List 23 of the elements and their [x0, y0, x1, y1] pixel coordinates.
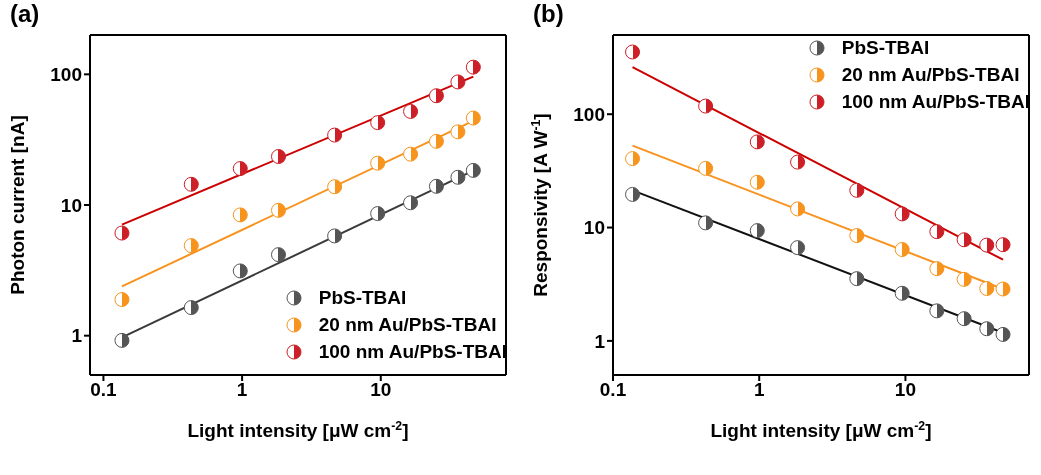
- y-tick-label: 100: [50, 64, 82, 86]
- chart-title: (b): [533, 0, 564, 28]
- x-tick-label: 1: [236, 379, 248, 401]
- x-tick-label: 10: [894, 379, 916, 401]
- x-tick-label: 0.1: [90, 379, 118, 401]
- legend-label: 20 nm Au/PbS-TBAI: [318, 313, 497, 337]
- legend-label: 20 nm Au/PbS-TBAI: [841, 63, 1020, 87]
- y-tick-label: 1: [71, 325, 83, 347]
- legend-label: PbS-TBAI: [318, 286, 407, 310]
- legend-label: 100 nm Au/PbS-TBAI: [841, 90, 1030, 114]
- x-tick-label: 10: [370, 379, 392, 401]
- y-tick-label: 10: [583, 217, 605, 239]
- chart-title: (a): [10, 0, 40, 28]
- x-axis-title: Light intensity [μW cm$^{-2}$]: [187, 419, 409, 441]
- y-axis-title: Photon current [nA]: [7, 115, 28, 295]
- x-tick-label: 1: [753, 379, 765, 401]
- y-tick-label: 1: [594, 330, 606, 352]
- legend-label: 100 nm Au/PbS-TBAI: [318, 340, 507, 364]
- legend-label: PbS-TBAI: [841, 36, 930, 60]
- x-tick-label: 0.1: [599, 379, 627, 401]
- y-tick-label: 10: [60, 194, 82, 216]
- x-axis-title: Light intensity [μW cm$^{-2}$]: [710, 419, 932, 441]
- y-tick-label: 100: [573, 103, 605, 125]
